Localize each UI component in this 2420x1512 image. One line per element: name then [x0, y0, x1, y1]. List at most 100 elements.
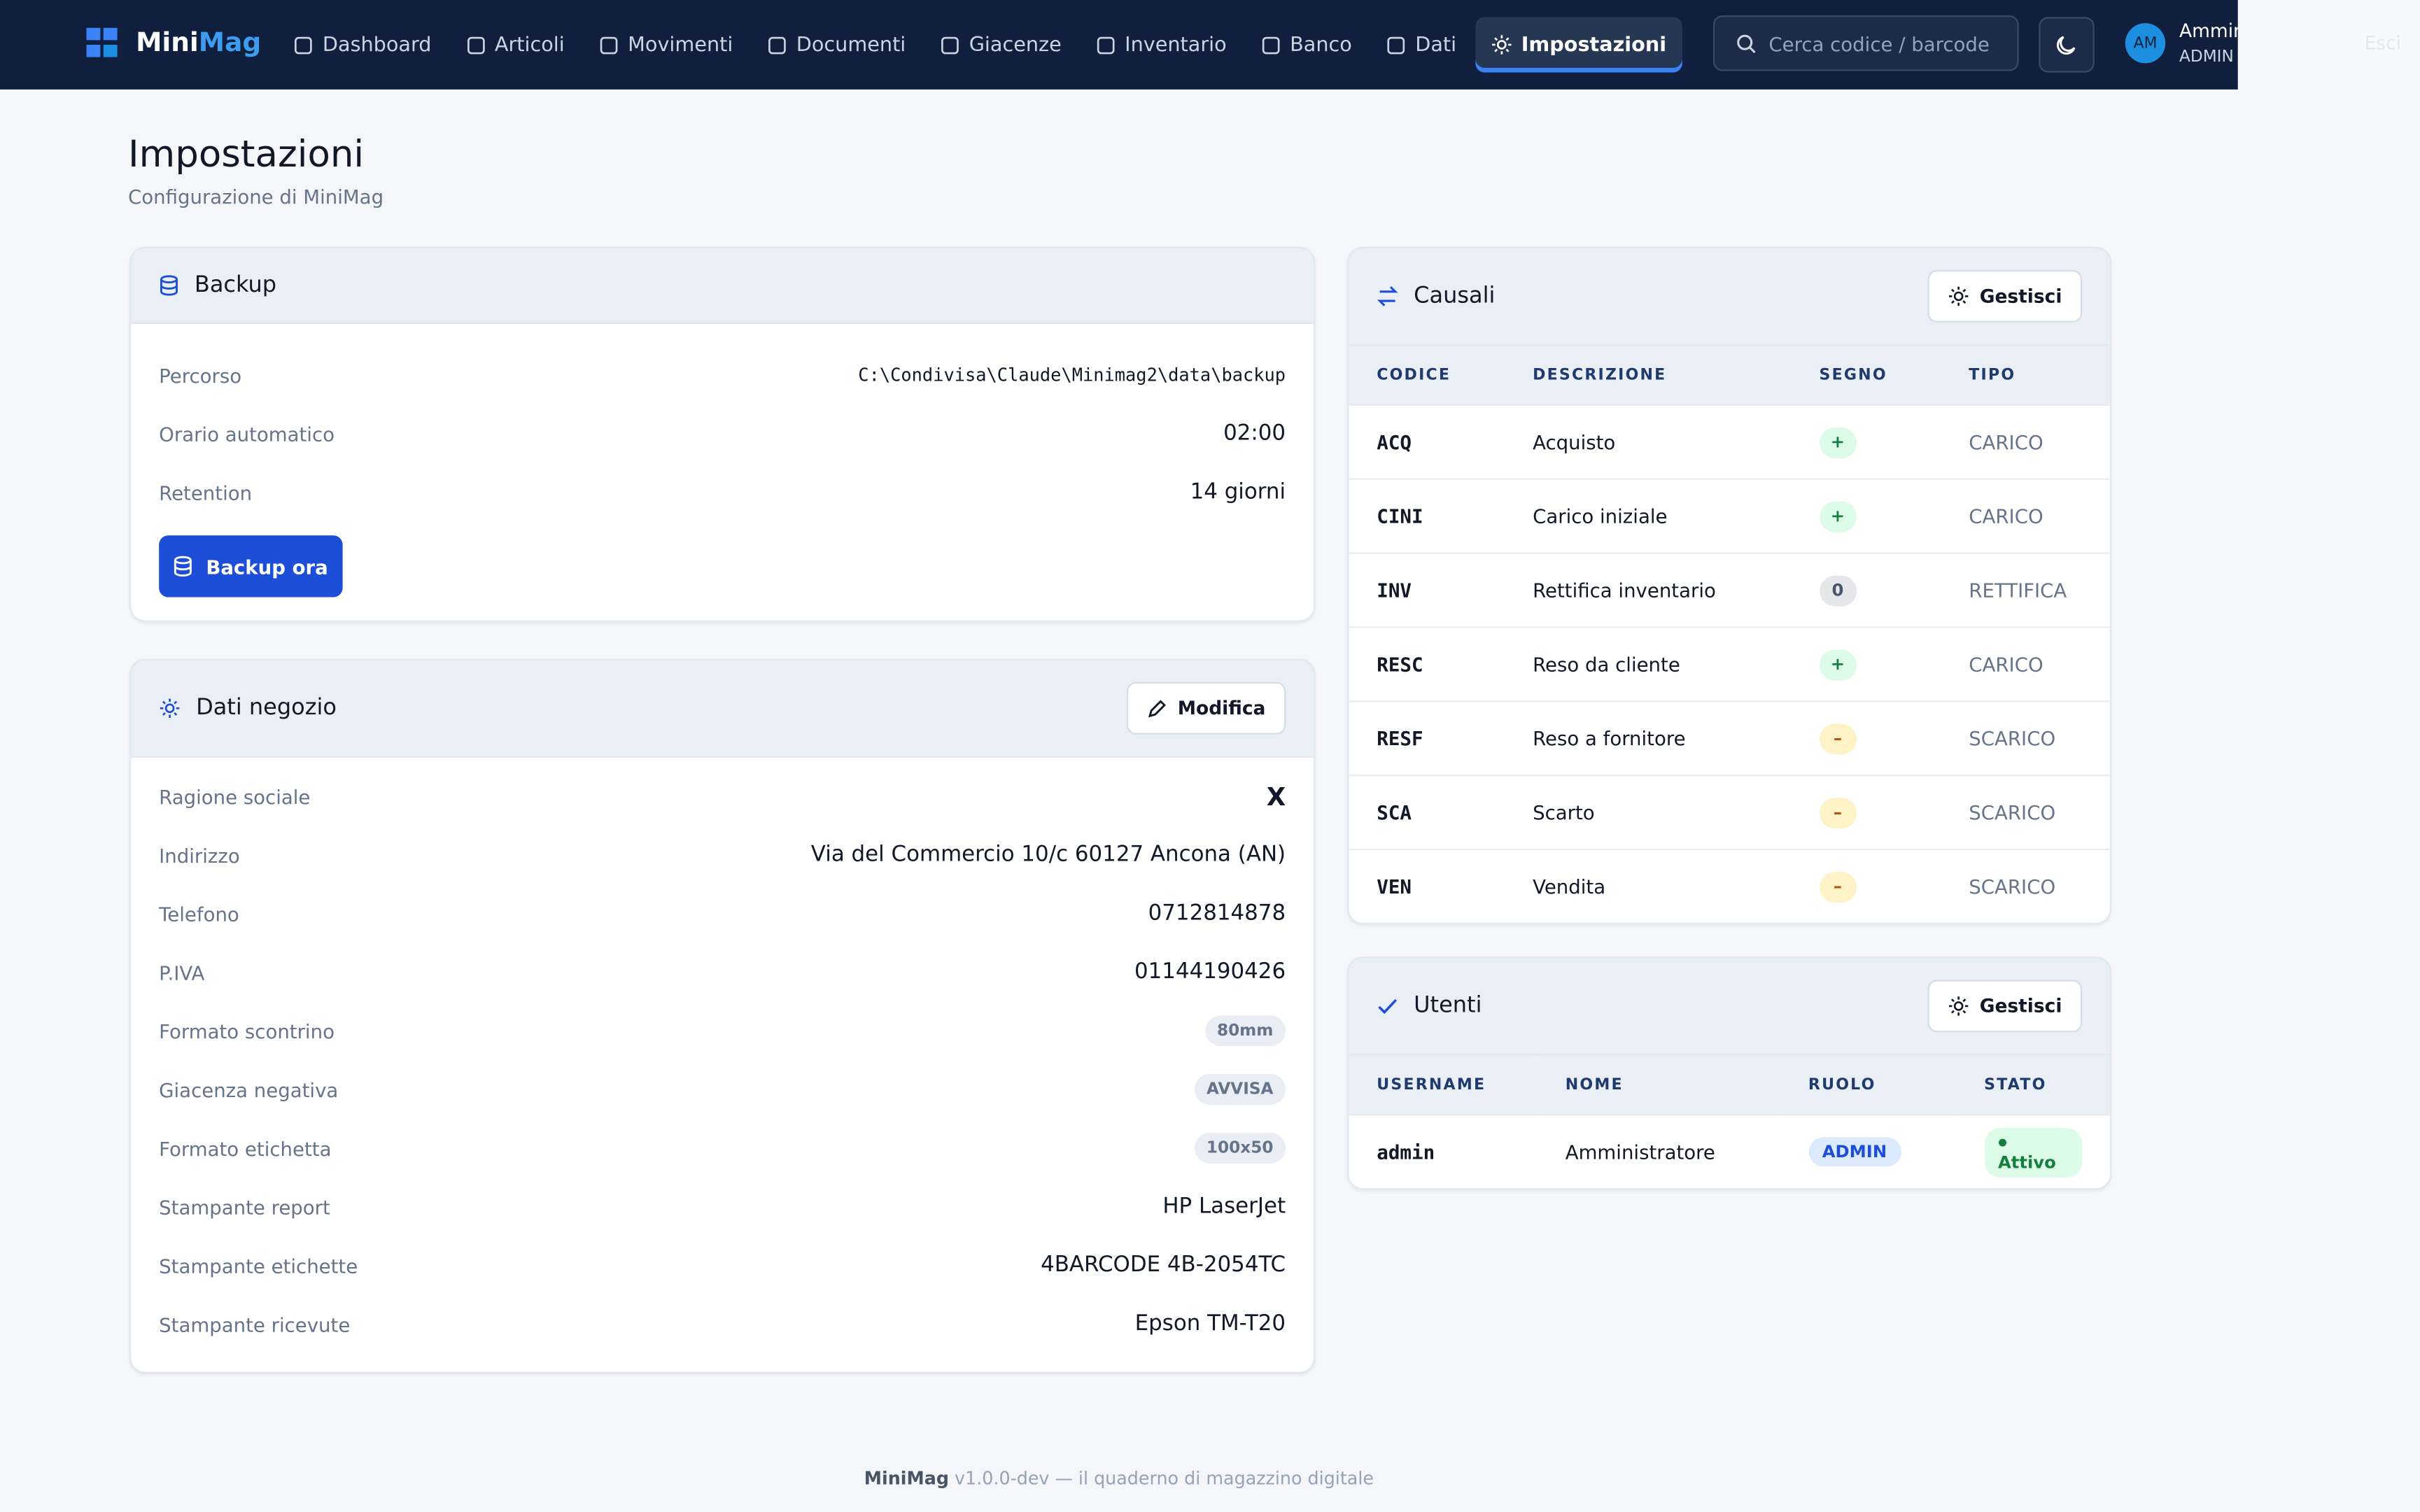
- column-header: CODICE: [1349, 346, 1505, 405]
- icon-svg: [1262, 36, 1279, 54]
- icon: [1491, 34, 1512, 56]
- table-cell: SCARICO: [1941, 848, 2110, 923]
- cell-text: SCARICO: [1969, 875, 2056, 898]
- info-value: X: [1266, 782, 1286, 811]
- moon-icon: [2056, 36, 2076, 55]
- cell-text: RESC: [1377, 652, 1423, 676]
- info-label: Telefono: [159, 902, 239, 926]
- info-row: Formato etichetta 100x50: [131, 1119, 1313, 1178]
- sign-badge: +: [1819, 500, 1857, 532]
- column-header: STATO: [1956, 1055, 2110, 1115]
- table-row: RESC Reso da cliente + CARICO: [1349, 626, 2110, 702]
- manage-button[interactable]: Gestisci: [1927, 980, 2083, 1033]
- info-label: Stampante ricevute: [159, 1312, 351, 1336]
- cell-text: INV: [1377, 579, 1412, 602]
- nav-item[interactable]: Documenti: [752, 17, 922, 72]
- table-cell: +: [1791, 626, 1941, 702]
- info-value: Via del Commercio 10/c 60127 Ancona (AN): [810, 842, 1286, 868]
- table-cell: Attivo: [1956, 1114, 2110, 1189]
- info-label: Formato etichetta: [159, 1136, 332, 1160]
- cell-text: Reso a fornitore: [1533, 726, 1686, 750]
- table-cell: INV: [1349, 552, 1505, 628]
- button-label: Backup ora: [206, 554, 328, 578]
- nav-item[interactable]: Dati: [1370, 17, 1472, 72]
- icon: [174, 556, 194, 577]
- search-placeholder: Cerca codice / barcode: [1768, 31, 1990, 55]
- icon-svg: [1491, 35, 1511, 55]
- table-cell: ACQ: [1349, 404, 1505, 479]
- icon: [940, 35, 960, 55]
- button-label: Gestisci: [1979, 285, 2062, 307]
- logout-link[interactable]: Esci: [2364, 32, 2402, 55]
- table-cell: CARICO: [1941, 404, 2110, 479]
- theme-toggle[interactable]: [2039, 17, 2095, 73]
- info-row: Formato scontrino 80mm: [131, 1001, 1313, 1060]
- table-row: ACQ Acquisto + CARICO: [1349, 404, 2110, 479]
- nav-label: Giacenze: [969, 33, 1062, 57]
- icon: [293, 35, 314, 55]
- cell-text: CARICO: [1969, 504, 2043, 528]
- cell-text: RETTIFICA: [1969, 579, 2067, 602]
- nav-label: Dati: [1415, 33, 1457, 57]
- icon-svg: [1378, 998, 1398, 1015]
- icon-svg: [1097, 36, 1114, 54]
- sign-badge: +: [1819, 649, 1857, 680]
- info-row: P.IVA 01144190426: [131, 942, 1313, 1001]
- column-header: NOME: [1538, 1055, 1781, 1115]
- cell-text: SCA: [1377, 800, 1412, 824]
- card-header: Utenti Gestisci: [1349, 958, 2110, 1056]
- info-label: Giacenza negativa: [159, 1078, 339, 1101]
- icon-svg: [1948, 286, 1968, 306]
- table-cell: Amministratore: [1538, 1114, 1781, 1189]
- table-row: SCA Scarto – SCARICO: [1349, 775, 2110, 850]
- role-badge: ADMIN: [1808, 1137, 1901, 1167]
- nav-item[interactable]: Movimenti: [583, 17, 748, 72]
- table-cell: Scarto: [1505, 775, 1792, 850]
- info-label: Percorso: [159, 363, 242, 387]
- info-value: 02:00: [1223, 421, 1286, 446]
- nav-item[interactable]: Giacenze: [924, 17, 1077, 72]
- manage-button[interactable]: Gestisci: [1927, 269, 2083, 323]
- header-row: CODICE DESCRIZIONE SEGNO TIPO: [1349, 346, 2110, 405]
- info-row: Percorso C:\Condivisa\Claude\Minimag2\dat…: [131, 346, 1313, 404]
- nav-item[interactable]: Impostazioni: [1475, 17, 1682, 73]
- sign-badge: –: [1819, 797, 1857, 828]
- card-header: Backup: [131, 248, 1314, 325]
- info-row: Stampante etichette 4BARCODE 4B-2054TC: [131, 1236, 1313, 1295]
- nav-item[interactable]: Banco: [1245, 17, 1367, 72]
- icon-svg: [1148, 699, 1167, 717]
- cell-text: ACQ: [1377, 430, 1412, 454]
- search-box[interactable]: Cerca codice / barcode: [1712, 15, 2019, 71]
- logo[interactable]: MiniMag: [86, 27, 261, 59]
- icon-svg: [1377, 286, 1398, 306]
- button-label: Gestisci: [1979, 995, 2062, 1017]
- info-label: Stampante report: [159, 1195, 330, 1219]
- avatar[interactable]: AM: [2125, 23, 2166, 64]
- info-value: 100x50: [1194, 1132, 1286, 1164]
- nav-menu: Dashboard Articoli Movimenti Documenti Giace…: [278, 17, 1682, 73]
- button-label: Modifica: [1177, 697, 1266, 719]
- nav-item[interactable]: Inventario: [1080, 17, 1242, 72]
- info-row: Giacenza negativa AVVISA: [131, 1060, 1313, 1119]
- table-row[interactable]: admin Amministratore ADMIN Attivo: [1349, 1114, 2110, 1189]
- table-cell: VEN: [1349, 848, 1505, 923]
- table-cell: CARICO: [1941, 478, 2110, 553]
- cell-text: admin: [1377, 1140, 1435, 1164]
- nav-item[interactable]: Articoli: [450, 17, 580, 72]
- user-role: ADMIN: [2179, 48, 2234, 66]
- table-cell: Vendita: [1505, 848, 1792, 923]
- table-cell: RETTIFICA: [1941, 552, 2110, 628]
- backup-button[interactable]: Backup ora: [159, 535, 343, 598]
- cell-text: Acquisto: [1533, 430, 1616, 454]
- column-header: USERNAME: [1349, 1055, 1538, 1115]
- nav-label: Movimenti: [628, 33, 733, 57]
- nav-item[interactable]: Dashboard: [278, 17, 447, 72]
- cell-text: Reso da cliente: [1533, 652, 1680, 676]
- icon-svg: [1948, 996, 1968, 1016]
- status-text: Attivo: [1997, 1152, 2056, 1173]
- table-cell: 0: [1791, 552, 1941, 628]
- column-header: DESCRIZIONE: [1505, 346, 1792, 405]
- column-header: TIPO: [1941, 346, 2110, 405]
- table-cell: RESF: [1349, 700, 1505, 776]
- edit-button[interactable]: Modifica: [1126, 681, 1286, 735]
